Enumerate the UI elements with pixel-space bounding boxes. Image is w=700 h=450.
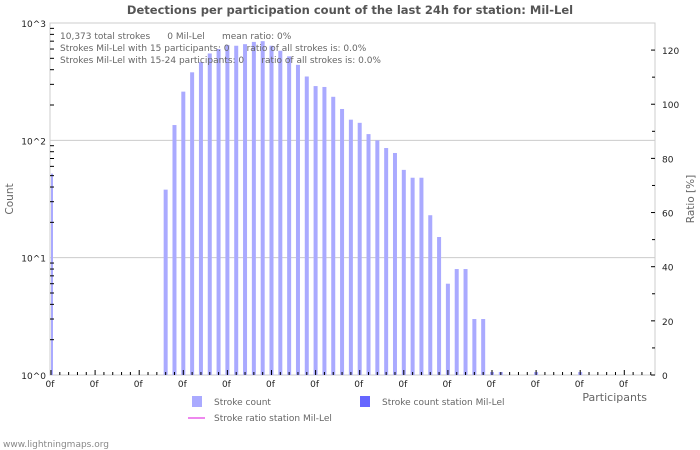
y2-tick-label: 100: [662, 101, 679, 111]
bar: [322, 86, 327, 375]
x-tick-label: 0f: [134, 380, 144, 390]
bar: [207, 53, 212, 375]
bar: [243, 44, 248, 375]
bar: [357, 122, 362, 376]
bar: [340, 108, 345, 376]
bar: [278, 50, 283, 375]
bar: [234, 45, 239, 376]
y2-tick-label: 60: [662, 210, 674, 220]
x-tick-label: 0f: [178, 380, 188, 390]
bar: [163, 189, 168, 375]
bar: [304, 76, 309, 375]
bar: [454, 269, 459, 375]
bar: [419, 177, 424, 375]
x-tick-label: 0f: [266, 380, 276, 390]
x-tick-label: 0f: [531, 380, 541, 390]
y2-tick-label: 120: [662, 47, 679, 57]
bar: [375, 140, 380, 375]
bar: [392, 152, 397, 375]
x-tick-label: 0f: [354, 380, 364, 390]
bar: [384, 148, 389, 375]
bar: [481, 319, 486, 375]
x-tick-label: 0f: [442, 380, 452, 390]
legend-label-stroke-count: Stroke count: [214, 398, 271, 408]
y-tick-label: 10^3: [21, 20, 46, 30]
bar: [260, 41, 265, 375]
bar: [437, 237, 442, 375]
bar: [331, 96, 336, 375]
bar: [401, 169, 406, 375]
y-axis-label: Count: [4, 183, 16, 214]
legend-label-ratio: Stroke ratio station Mil-Lel: [214, 414, 332, 424]
y2-axis-label: Ratio [%]: [685, 175, 697, 223]
x-tick-label: 0f: [222, 380, 232, 390]
annotation-2: Strokes Mil-Lel with 15 participants: 0 …: [60, 44, 367, 54]
y2-tick-label: 20: [662, 318, 674, 328]
bar: [472, 319, 477, 375]
legend-swatch-stroke-count: [192, 396, 202, 407]
y2-tick-label: 40: [662, 264, 674, 274]
x-tick-label: 0f: [575, 380, 585, 390]
x-tick-label: 0f: [46, 380, 56, 390]
bar: [51, 173, 53, 375]
bar: [366, 134, 371, 375]
y2-tick-label: 0: [662, 372, 668, 382]
y-tick-label: 10^0: [21, 372, 46, 382]
x-tick-label: 0f: [310, 380, 320, 390]
bar: [348, 119, 353, 375]
bar: [313, 86, 318, 375]
legend-swatch-station-count: [360, 396, 370, 407]
bar: [463, 269, 468, 375]
footer-watermark: www.lightningmaps.org: [3, 440, 109, 450]
bar: [190, 72, 195, 375]
bar: [216, 49, 221, 376]
y-tick-label: 10^2: [21, 137, 46, 147]
chart-title: Detections per participation count of th…: [127, 3, 573, 17]
bar: [445, 283, 450, 375]
y2-tick-label: 80: [662, 155, 674, 165]
y-tick-label: 10^1: [21, 255, 46, 265]
bar: [251, 41, 256, 375]
bar: [428, 215, 433, 375]
x-axis-label: Participants: [582, 391, 647, 404]
bar: [295, 64, 300, 375]
x-tick-label: 0f: [398, 380, 408, 390]
bar: [198, 62, 203, 375]
x-tick-label: 0f: [487, 380, 497, 390]
bar: [410, 177, 415, 375]
bar: [172, 125, 177, 376]
legend-label-station-count: Stroke count station Mil-Lel: [382, 398, 505, 408]
bar: [225, 44, 230, 375]
bar: [181, 91, 186, 375]
annotation-3: Strokes Mil-Lel with 15-24 participants:…: [60, 56, 381, 66]
annotation-1: 10,373 total strokes 0 Mil-Lel mean rati…: [60, 32, 292, 42]
x-tick-label: 0f: [619, 380, 629, 390]
bar: [269, 45, 274, 376]
x-tick-label: 0f: [90, 380, 100, 390]
bar: [287, 56, 292, 376]
